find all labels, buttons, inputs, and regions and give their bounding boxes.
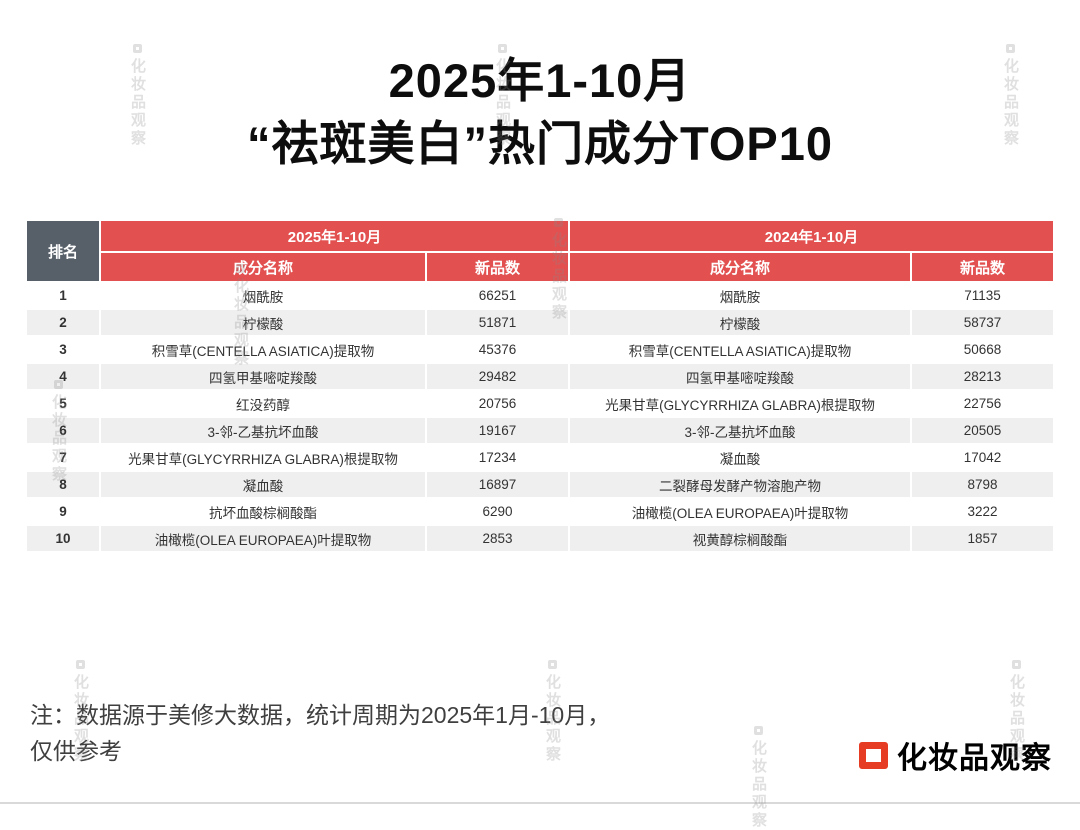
count-2025-cell: 29482 [427, 364, 568, 389]
period-2025-header: 2025年1-10月 [101, 221, 568, 251]
ingredient-2024-cell: 视黄醇棕榈酸酯 [570, 526, 910, 551]
count-2024-cell: 8798 [912, 472, 1053, 497]
brand-logo-icon [859, 741, 888, 769]
table-row: 4 四氢甲基嘧啶羧酸 29482 四氢甲基嘧啶羧酸 28213 [27, 364, 1053, 389]
count-2025-cell: 19167 [427, 418, 568, 443]
rank-header: 排名 [27, 221, 99, 281]
ingredient-2024-cell: 光果甘草(GLYCYRRHIZA GLABRA)根提取物 [570, 391, 910, 416]
table-row: 6 3-邻-乙基抗坏血酸 19167 3-邻-乙基抗坏血酸 20505 [27, 418, 1053, 443]
rank-cell: 2 [27, 310, 99, 335]
ingredient-2024-cell: 积雪草(CENTELLA ASIATICA)提取物 [570, 337, 910, 362]
ingredient-2025-header: 成分名称 [101, 253, 425, 281]
table-header-period-row: 排名 2025年1-10月 2024年1-10月 [27, 221, 1053, 281]
ingredient-2024-cell: 烟酰胺 [570, 283, 910, 308]
ingredient-2025-cell: 抗坏血酸棕榈酸酯 [101, 499, 425, 524]
footnote-line1: 注：数据源于美修大数据，统计周期为2025年1月-10月， [30, 702, 611, 728]
count-2025-cell: 17234 [427, 445, 568, 470]
watermark-logo-icon [1012, 660, 1021, 669]
rank-cell: 4 [27, 364, 99, 389]
watermark-logo-icon [754, 726, 763, 735]
count-2025-cell: 20756 [427, 391, 568, 416]
rank-cell: 10 [27, 526, 99, 551]
watermark-logo-icon [548, 660, 557, 669]
count-2025-cell: 66251 [427, 283, 568, 308]
ingredient-2025-cell: 红没药醇 [101, 391, 425, 416]
count-2024-cell: 22756 [912, 391, 1053, 416]
ingredient-2025-cell: 积雪草(CENTELLA ASIATICA)提取物 [101, 337, 425, 362]
count-2025-header: 新品数 [427, 253, 568, 281]
ingredient-2025-cell: 烟酰胺 [101, 283, 425, 308]
table-row: 8 凝血酸 16897 二裂酵母发酵产物溶胞产物 8798 [27, 472, 1053, 497]
bottom-divider [0, 802, 1080, 804]
count-2024-cell: 58737 [912, 310, 1053, 335]
rank-cell: 3 [27, 337, 99, 362]
table-row: 3 积雪草(CENTELLA ASIATICA)提取物 45376 积雪草(CENTE… [27, 337, 1053, 362]
table-row: 9 抗坏血酸棕榈酸酯 6290 油橄榄(OLEA EUROPAEA)叶提取物 3222 [27, 499, 1053, 524]
watermark-text: 化妆品观察 [750, 740, 767, 830]
rank-cell: 7 [27, 445, 99, 470]
page-title: 2025年1-10月 “祛斑美白”热门成分TOP10 [0, 50, 1080, 175]
ingredient-2025-cell: 油橄榄(OLEA EUROPAEA)叶提取物 [101, 526, 425, 551]
table-row: 2 柠檬酸 51871 柠檬酸 58737 [27, 310, 1053, 335]
ingredient-2024-cell: 四氢甲基嘧啶羧酸 [570, 364, 910, 389]
table-row: 5 红没药醇 20756 光果甘草(GLYCYRRHIZA GLABRA)根提取物 22… [27, 391, 1053, 416]
title-line1: 2025年1-10月 [388, 54, 692, 107]
table-row: 10 油橄榄(OLEA EUROPAEA)叶提取物 2853 视黄醇棕榈酸酯 1857 [27, 526, 1053, 551]
count-2024-cell: 28213 [912, 364, 1053, 389]
count-2024-cell: 17042 [912, 445, 1053, 470]
ingredient-2025-cell: 四氢甲基嘧啶羧酸 [101, 364, 425, 389]
count-2024-cell: 20505 [912, 418, 1053, 443]
table-header-columns-row: 成分名称 新品数 成分名称 新品数 [27, 253, 1053, 281]
count-2024-cell: 1857 [912, 526, 1053, 551]
ingredient-2025-cell: 凝血酸 [101, 472, 425, 497]
ingredient-2025-cell: 3-邻-乙基抗坏血酸 [101, 418, 425, 443]
title-line2: “祛斑美白”热门成分TOP10 [246, 116, 834, 170]
brand-logo: 化妆品观察 [859, 733, 1052, 777]
brand-logo-text: 化妆品观察 [897, 742, 1052, 775]
count-2025-cell: 6290 [427, 499, 568, 524]
ingredient-2025-cell: 柠檬酸 [101, 310, 425, 335]
ingredient-2025-cell: 光果甘草(GLYCYRRHIZA GLABRA)根提取物 [101, 445, 425, 470]
ingredient-2024-cell: 二裂酵母发酵产物溶胞产物 [570, 472, 910, 497]
count-2024-cell: 50668 [912, 337, 1053, 362]
footnote-line2: 仅供参考 [30, 737, 122, 764]
rank-cell: 8 [27, 472, 99, 497]
count-2024-cell: 3222 [912, 499, 1053, 524]
count-2024-header: 新品数 [912, 253, 1053, 281]
count-2025-cell: 2853 [427, 526, 568, 551]
rank-cell: 1 [27, 283, 99, 308]
rank-cell: 9 [27, 499, 99, 524]
count-2025-cell: 51871 [427, 310, 568, 335]
ingredient-2024-header: 成分名称 [570, 253, 910, 281]
infographic-page: 化妆品观察 化妆品观察 化妆品观察 化妆品观察 化妆品观察 化妆品观察 化妆品观察 化妆品观察… [0, 44, 1080, 830]
period-2024-header: 2024年1-10月 [570, 221, 1053, 251]
count-2024-cell: 71135 [912, 283, 1053, 308]
watermark: 化妆品观察 [706, 726, 811, 830]
rank-cell: 5 [27, 391, 99, 416]
ingredient-2024-cell: 油橄榄(OLEA EUROPAEA)叶提取物 [570, 499, 910, 524]
footnote: 注：数据源于美修大数据，统计周期为2025年1月-10月， 仅供参考 [30, 698, 610, 769]
count-2025-cell: 16897 [427, 472, 568, 497]
ingredient-2024-cell: 柠檬酸 [570, 310, 910, 335]
ingredient-2024-cell: 凝血酸 [570, 445, 910, 470]
ingredients-table: 排名 2025年1-10月 2024年1-10月 成分名称 新品数 成分名称 新… [25, 219, 1055, 553]
count-2025-cell: 45376 [427, 337, 568, 362]
ingredient-2024-cell: 3-邻-乙基抗坏血酸 [570, 418, 910, 443]
table-row: 7 光果甘草(GLYCYRRHIZA GLABRA)根提取物 17234 凝血酸 170… [27, 445, 1053, 470]
table-row: 1 烟酰胺 66251 烟酰胺 71135 [27, 283, 1053, 308]
rank-cell: 6 [27, 418, 99, 443]
watermark-logo-icon [76, 660, 85, 669]
